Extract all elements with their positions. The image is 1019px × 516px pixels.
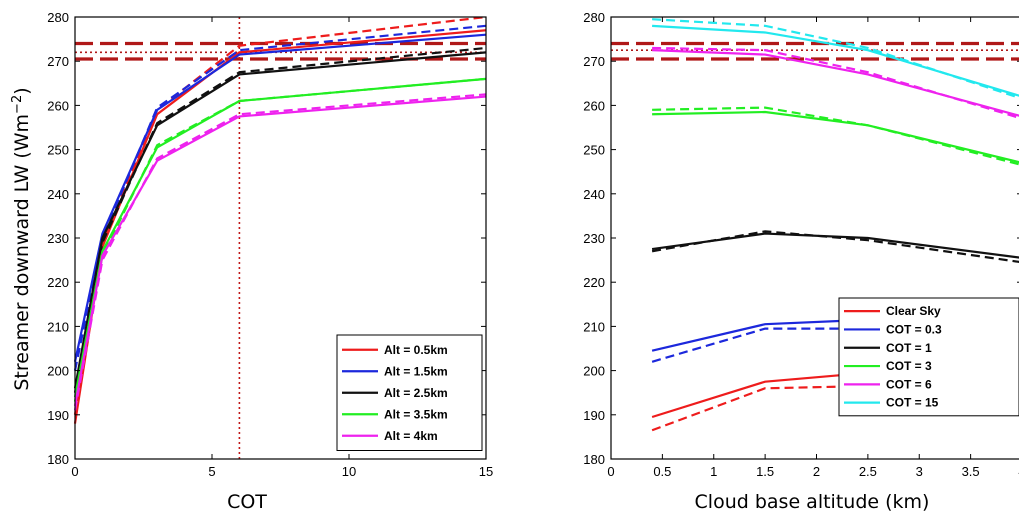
right-legend: Clear Sky COT = 0.3 COT = 1 COT = 3 COT = 6 C…: [838, 297, 1019, 417]
left-legend-label: Alt = 4km: [384, 429, 438, 443]
left-y-tick-label: 280: [47, 10, 69, 25]
right-legend-label: COT = 0.3: [886, 322, 942, 336]
left-x-tick-label: 10: [342, 464, 356, 479]
left-y-tick-label: 220: [47, 275, 69, 290]
left-series-group: [73, 15, 487, 424]
left-y-axis-label-main: Streamer downward LW (Wm: [11, 114, 33, 391]
left-x-tick-label: 15: [479, 464, 493, 479]
right-series-cot-15-solid-line: [652, 24, 1019, 97]
right-series-cot-1-solid-line: [651, 232, 1019, 259]
left-x-axis-label: COT: [227, 491, 267, 513]
left-y-tick-label: 180: [47, 452, 69, 467]
left-x-tick-label: 5: [208, 464, 215, 479]
left-ticks: 180 190 200 210 220 230 240 250 260 270 280 0 5 10 15: [47, 10, 493, 479]
left-legend-label: Alt = 0.5km: [384, 343, 448, 357]
right-y-tick-label: 270: [583, 54, 605, 69]
right-y-tick-label: 210: [583, 319, 605, 334]
right-x-tick-label: 3.5: [962, 464, 980, 479]
left-y-tick-label: 260: [47, 98, 69, 113]
right-legend-label: COT = 3: [886, 359, 932, 373]
right-reference-lines: [611, 41, 1019, 61]
right-x-tick-label: 0.5: [653, 464, 671, 479]
left-y-axis-label-close: ): [11, 87, 33, 94]
left-series-alt-2-5km-solid-line: [73, 51, 487, 389]
right-x-tick-label: 1: [710, 464, 717, 479]
left-y-axis-label: Streamer downward LW (Wm−2): [10, 87, 33, 390]
left-series-alt-4km-solid-line: [73, 95, 487, 407]
right-x-tick-label: 2: [813, 464, 820, 479]
right-ticks: 180 190 200 210 220 230 240 250 260 270 280 0 0.5 1 1.…: [583, 10, 1019, 479]
right-x-tick-label: 0: [607, 464, 614, 479]
left-legend-box: [336, 334, 483, 451]
right-x-tick-label: 3: [916, 464, 923, 479]
right-y-tick-label: 220: [583, 275, 605, 290]
left-legend: Alt = 0.5km Alt = 1.5km Alt = 2.5km Alt = 3…: [336, 334, 483, 451]
left-legend-label: Alt = 2.5km: [384, 386, 448, 400]
right-series-cot-3-solid-line: [652, 110, 1019, 164]
right-y-tick-label: 230: [583, 231, 605, 246]
right-x-tick-label: 2.5: [859, 464, 877, 479]
right-legend-label: Clear Sky: [886, 304, 941, 318]
left-legend-label: Alt = 3.5km: [384, 407, 448, 421]
right-y-tick-label: 190: [583, 408, 605, 423]
right-legend-box: [838, 297, 1019, 417]
left-y-tick-label: 240: [47, 187, 69, 202]
right-y-tick-label: 200: [583, 364, 605, 379]
right-x-axis-label: Cloud base altitude (km): [695, 491, 930, 513]
right-y-tick-label: 250: [583, 143, 605, 158]
right-y-tick-label: 240: [583, 187, 605, 202]
right-y-tick-label: 280: [583, 10, 605, 25]
right-legend-label: COT = 1: [886, 341, 932, 355]
right-y-tick-label: 180: [583, 452, 605, 467]
left-series-alt-1-5km-solid-line: [73, 33, 487, 362]
left-x-tick-label: 0: [71, 464, 78, 479]
right-series-cot-6-solid-line: [652, 49, 1019, 117]
left-y-tick-label: 230: [47, 231, 69, 246]
right-y-tick-label: 260: [583, 98, 605, 113]
left-y-tick-label: 190: [47, 408, 69, 423]
right-panel: 180 190 200 210 220 230 240 250 260 270 280 0 0.5 1 1.…: [583, 10, 1019, 513]
right-legend-label: COT = 6: [886, 377, 932, 391]
left-y-axis-label-sup: −2: [10, 95, 25, 114]
left-legend-label: Alt = 1.5km: [384, 364, 448, 378]
left-y-tick-label: 250: [47, 143, 69, 158]
left-y-tick-label: 210: [47, 319, 69, 334]
right-x-tick-label: 1.5: [756, 464, 774, 479]
right-legend-label: COT = 15: [886, 396, 939, 410]
left-y-tick-label: 200: [47, 364, 69, 379]
left-y-tick-label: 270: [47, 54, 69, 69]
